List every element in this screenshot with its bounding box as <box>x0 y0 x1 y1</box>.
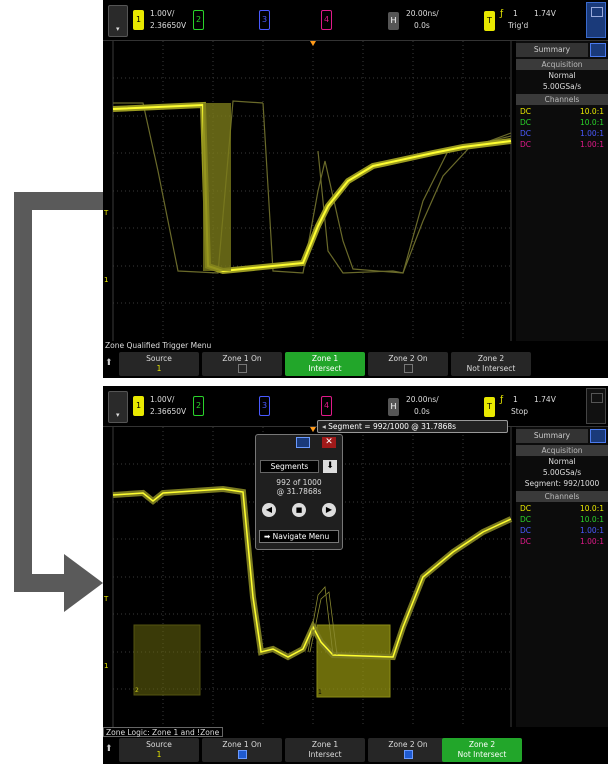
acquisition-header: Acquisition <box>516 445 608 456</box>
panel-icon[interactable] <box>590 429 606 443</box>
waveform-graticule[interactable]: T 1 <box>103 41 513 341</box>
zone1-mode-softkey[interactable]: Zone 1 Intersect <box>285 352 365 376</box>
scope-screen-2: ▾ 1 1.00V/ 2.36650V 2 3 4 H 20.00ns/ 0.0… <box>103 386 608 764</box>
segment-count: 992 of 1000 <box>276 478 322 487</box>
trigger-source: 1 <box>513 9 518 18</box>
ch1-scale: 1.00V/ <box>150 9 175 18</box>
zone2-checkbox[interactable] <box>403 364 413 373</box>
ch3-button[interactable]: 3 <box>259 10 270 30</box>
play-forward-icon[interactable]: ▶ <box>322 503 336 517</box>
horizontal-button[interactable]: H <box>388 398 399 416</box>
trigger-source: 1 <box>513 395 518 404</box>
segments-select[interactable]: Segments <box>260 460 319 473</box>
ch1-button[interactable]: 1 <box>133 396 144 416</box>
trigger-level: 1.74V <box>534 9 556 18</box>
ch1-ground-marker: 1 <box>104 662 108 670</box>
menu-icon: ▾ <box>116 25 120 33</box>
sample-rate: 5.00GSa/s <box>542 468 582 477</box>
main-menu-button[interactable]: ▾ <box>108 391 128 423</box>
acq-mode: Normal <box>548 71 576 80</box>
zone2-on-softkey[interactable]: Zone 2 On <box>368 352 448 376</box>
source-softkey[interactable]: Source 1 <box>119 738 199 762</box>
sample-rate: 5.00GSa/s <box>542 82 582 91</box>
ch1-ground-marker: 1 <box>104 276 108 284</box>
channels-header: Channels <box>516 491 608 502</box>
scope-screen-1: ▾ 1 1.00V/ 2.36650V 2 3 4 H 20.00ns/ 0.0… <box>103 0 608 378</box>
softkey-bar: ⬆ Source 1 Zone 1 On Zone 1 Intersect Zone… <box>103 738 608 764</box>
trigger-status: Trig'd <box>508 21 529 30</box>
trigger-level-marker: T <box>103 595 109 603</box>
segment-time: @ 31.7868s <box>276 487 322 496</box>
summary-panel: Summary Acquisition Normal 5.00GSa/s Cha… <box>516 41 608 341</box>
ch1-offset: 2.36650V <box>150 407 187 416</box>
ch3-button[interactable]: 3 <box>259 396 270 416</box>
horizontal-button[interactable]: H <box>388 12 399 30</box>
ch4-button[interactable]: 4 <box>321 396 332 416</box>
trigger-button[interactable]: T <box>484 397 495 417</box>
waveform-display: T 1 <box>103 41 512 341</box>
close-icon[interactable]: ✕ <box>322 437 336 448</box>
time-delay: 0.0s <box>414 407 430 416</box>
stop-icon[interactable]: ■ <box>292 503 306 517</box>
panel-icon[interactable] <box>590 43 606 57</box>
trigger-level: 1.74V <box>534 395 556 404</box>
zone2-on-softkey[interactable]: Zone 2 On <box>368 738 448 762</box>
main-menu-button[interactable]: ▾ <box>108 5 128 37</box>
left-arrow-icon: ◂ <box>322 422 329 431</box>
zone2-label: 2 <box>135 687 139 694</box>
time-scale: 20.00ns/ <box>406 9 439 18</box>
ch4-button[interactable]: 4 <box>321 10 332 30</box>
zone1-mode-softkey[interactable]: Zone 1 Intersect <box>285 738 365 762</box>
softkey-bar: ⬆ Source 1 Zone 1 On Zone 1 Intersect Zone… <box>103 352 608 378</box>
summary-tab[interactable]: Summary <box>516 429 588 443</box>
up-arrow-icon[interactable]: ⬆ <box>105 358 113 368</box>
zone2-mode-softkey[interactable]: Zone 2 Not Intersect <box>442 738 522 762</box>
time-delay: 0.0s <box>414 21 430 30</box>
ch1-offset: 2.36650V <box>150 21 187 30</box>
summary-tab[interactable]: Summary <box>516 43 588 57</box>
zone2-box[interactable] <box>133 624 201 696</box>
ch2-button[interactable]: 2 <box>193 396 204 416</box>
summary-panel: Summary Acquisition Normal 5.00GSa/s Seg… <box>516 427 608 727</box>
arrow-head-icon <box>64 554 103 612</box>
ch1-scale: 1.00V/ <box>150 395 175 404</box>
trigger-status: Stop <box>511 407 529 416</box>
menu-title: Zone Qualified Trigger Menu <box>103 341 515 351</box>
ch2-button[interactable]: 2 <box>193 10 204 30</box>
menu-title: Zone Logic: Zone 1 and !Zone 2 <box>103 727 223 747</box>
trigger-edge-icon: ƒ <box>500 395 504 405</box>
zone1-checkbox[interactable] <box>237 750 247 759</box>
top-status-bar: ▾ 1 1.00V/ 2.36650V 2 3 4 H 20.00ns/ 0.0… <box>103 0 608 41</box>
ch1-button[interactable]: 1 <box>133 10 144 30</box>
waveform-graticule[interactable]: T 1 2 1 <box>103 427 513 727</box>
channels-header: Channels <box>516 94 608 105</box>
segment-summary: Segment: 992/1000 <box>524 479 600 488</box>
play-back-icon[interactable]: ◀ <box>262 503 276 517</box>
trigger-edge-icon: ƒ <box>500 9 504 19</box>
trigger-level-marker: T <box>103 209 109 217</box>
up-arrow-icon[interactable]: ⬆ <box>105 744 113 754</box>
waveform-display: T 1 2 1 <box>103 427 513 727</box>
acq-mode: Normal <box>548 457 576 466</box>
scope-display-icon[interactable] <box>586 2 606 38</box>
zone2-checkbox[interactable] <box>403 750 413 759</box>
pin-icon[interactable] <box>296 437 310 448</box>
zone1-label: 1 <box>318 689 322 696</box>
down-arrow-icon[interactable]: ⬇ <box>323 460 337 473</box>
time-scale: 20.00ns/ <box>406 395 439 404</box>
zone1-checkbox[interactable] <box>237 364 247 373</box>
zone1-box[interactable] <box>316 624 391 698</box>
trigger-button[interactable]: T <box>484 11 495 31</box>
zone1-on-softkey[interactable]: Zone 1 On <box>202 738 282 762</box>
zone2-mode-softkey[interactable]: Zone 2 Not Intersect <box>451 352 531 376</box>
zone1-on-softkey[interactable]: Zone 1 On <box>202 352 282 376</box>
segments-popup: ✕ Segments ⬇ 992 of 1000 @ 31.7868s ◀ ■ … <box>255 434 343 550</box>
scope-display-icon[interactable] <box>586 388 606 424</box>
navigate-menu-button[interactable]: ➡ Navigate Menu <box>259 530 339 543</box>
acquisition-header: Acquisition <box>516 59 608 70</box>
segment-tooltip: ◂ Segment = 992/1000 @ 31.7868s <box>317 420 508 433</box>
source-softkey[interactable]: Source 1 <box>119 352 199 376</box>
arrow-icon: ➡ <box>264 532 273 541</box>
menu-icon: ▾ <box>116 411 120 419</box>
